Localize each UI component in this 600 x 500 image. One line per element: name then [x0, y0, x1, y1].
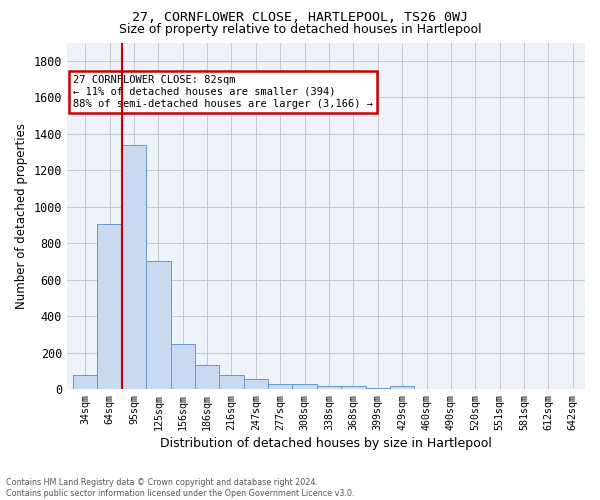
Bar: [365, 388, 390, 389]
Bar: [268, 384, 292, 389]
Bar: [390, 386, 415, 389]
Text: Size of property relative to detached houses in Hartlepool: Size of property relative to detached ho…: [119, 22, 481, 36]
Text: 27 CORNFLOWER CLOSE: 82sqm
← 11% of detached houses are smaller (394)
88% of sem: 27 CORNFLOWER CLOSE: 82sqm ← 11% of deta…: [73, 76, 373, 108]
Bar: [219, 374, 244, 389]
Bar: [292, 384, 317, 389]
X-axis label: Distribution of detached houses by size in Hartlepool: Distribution of detached houses by size …: [160, 437, 492, 450]
Bar: [97, 224, 122, 389]
Bar: [341, 386, 365, 389]
Bar: [122, 144, 146, 389]
Bar: [73, 374, 97, 389]
Bar: [195, 364, 219, 389]
Y-axis label: Number of detached properties: Number of detached properties: [15, 123, 28, 309]
Text: Contains HM Land Registry data © Crown copyright and database right 2024.
Contai: Contains HM Land Registry data © Crown c…: [6, 478, 355, 498]
Bar: [170, 344, 195, 389]
Bar: [244, 379, 268, 389]
Bar: [146, 262, 170, 389]
Bar: [317, 386, 341, 389]
Text: 27, CORNFLOWER CLOSE, HARTLEPOOL, TS26 0WJ: 27, CORNFLOWER CLOSE, HARTLEPOOL, TS26 0…: [132, 11, 468, 24]
